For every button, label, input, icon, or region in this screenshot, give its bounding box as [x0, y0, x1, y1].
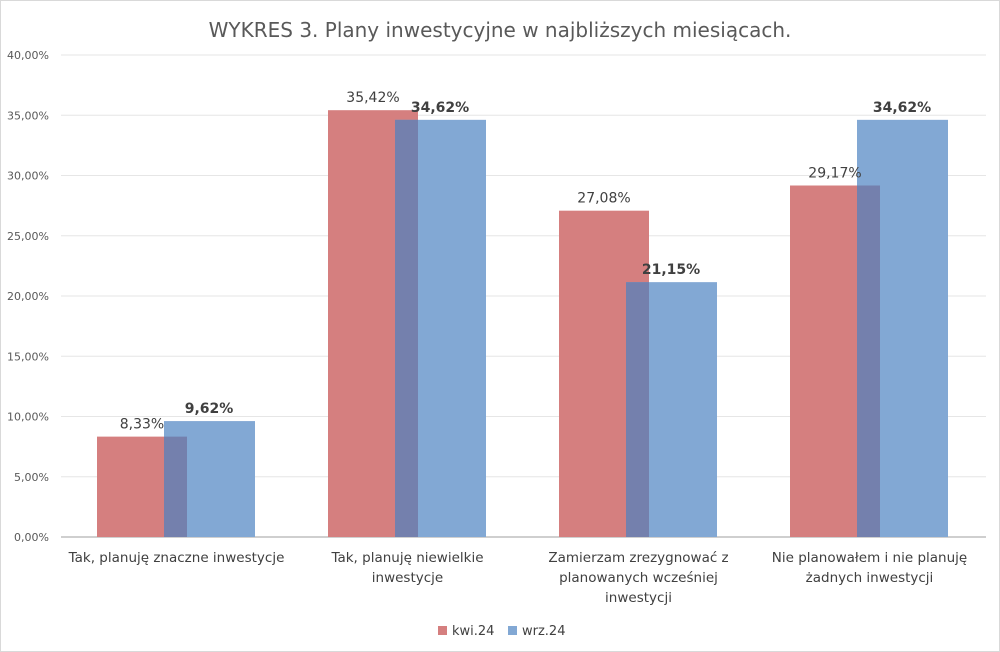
data-label: 27,08% — [577, 191, 630, 207]
chart-title: WYKRES 3. Plany inwestycyjne w najbliższ… — [209, 18, 792, 42]
data-label: 9,62% — [185, 401, 234, 417]
y-tick-label: 5,00% — [14, 471, 49, 484]
y-tick-label: 15,00% — [7, 350, 49, 363]
legend-swatch — [508, 626, 517, 635]
data-label: 34,62% — [873, 100, 931, 116]
y-tick-label: 0,00% — [14, 531, 49, 544]
data-label: 35,42% — [346, 90, 399, 106]
x-tick-label: Zamierzam zrezygnować z — [548, 550, 728, 566]
x-tick-label: planowanych wcześniej — [559, 570, 718, 586]
x-tick-label: Tak, planuję znaczne inwestycje — [68, 550, 285, 566]
y-tick-label: 10,00% — [7, 411, 49, 424]
x-tick-label: żadnych inwestycji — [806, 570, 934, 586]
y-tick-label: 25,00% — [7, 230, 49, 243]
x-tick-label: inwestycje — [372, 570, 443, 586]
data-label: 21,15% — [642, 262, 700, 278]
y-tick-label: 40,00% — [7, 49, 49, 62]
data-label: 29,17% — [808, 166, 861, 182]
y-tick-label: 35,00% — [7, 109, 49, 122]
x-tick-label: inwestycji — [605, 590, 672, 606]
bar-overlap — [857, 185, 880, 537]
data-label: 8,33% — [120, 417, 164, 433]
x-tick-label: Nie planowałem i nie planuję — [772, 550, 967, 566]
y-tick-label: 20,00% — [7, 290, 49, 303]
legend-swatch — [438, 626, 447, 635]
bar-overlap — [395, 119, 418, 537]
legend-label: wrz.24 — [522, 624, 565, 639]
data-label: 34,62% — [411, 100, 469, 116]
bar-overlap — [164, 436, 187, 537]
x-tick-label: Tak, planuję niewielkie — [330, 550, 483, 566]
legend-label: kwi.24 — [452, 624, 494, 639]
y-tick-label: 30,00% — [7, 170, 49, 183]
bar-overlap — [626, 282, 649, 537]
